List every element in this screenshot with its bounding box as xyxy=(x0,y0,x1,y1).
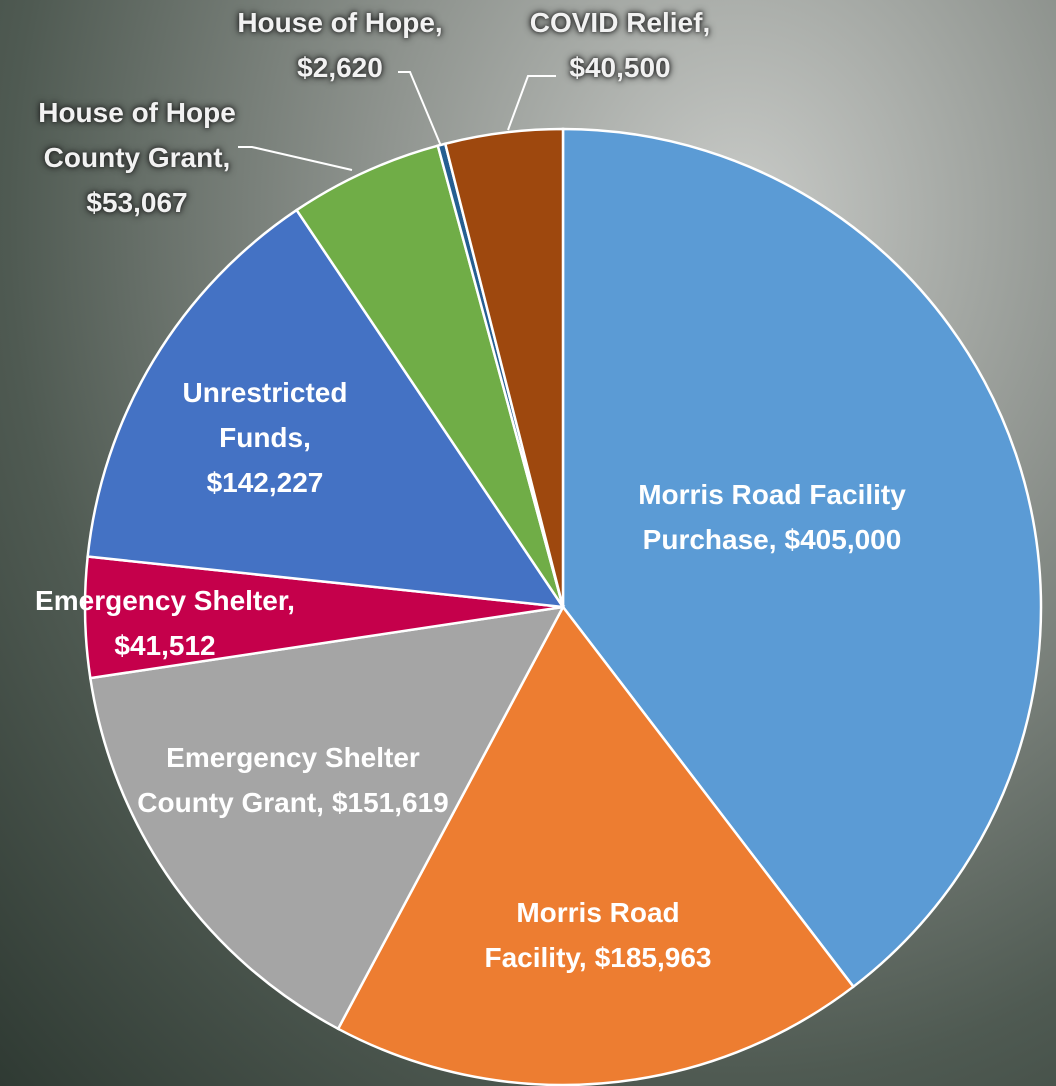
data-label: Emergency Shelter County Grant, $151,619 xyxy=(133,735,453,825)
slice xyxy=(561,127,1043,989)
slice xyxy=(336,604,856,1086)
data-label: Emergency Shelter, $41,512 xyxy=(5,578,325,668)
leader-lines xyxy=(238,71,556,171)
category-name: Emergency Shelter County Grant, xyxy=(137,742,420,818)
data-label: House of Hope, $2,620 xyxy=(200,0,480,90)
slice xyxy=(443,127,565,608)
slice xyxy=(88,605,566,1031)
value-label: $40,500 xyxy=(569,52,671,83)
slice xyxy=(294,144,565,608)
value-label: $142,227 xyxy=(206,467,324,498)
value-label: $185,963 xyxy=(594,942,712,973)
leader-line xyxy=(507,75,556,131)
value-label: $405,000 xyxy=(784,524,902,555)
data-label: Morris Road Facility Purchase, $405,000 xyxy=(602,472,942,562)
value-label: $151,619 xyxy=(331,787,449,818)
leader-line xyxy=(238,146,353,171)
value-label: $41,512 xyxy=(114,630,216,661)
category-name: Unrestricted Funds, xyxy=(182,377,348,453)
category-name: COVID Relief, xyxy=(529,7,711,38)
slice xyxy=(86,208,566,609)
category-name: Emergency Shelter, xyxy=(35,585,295,616)
value-label: $53,067 xyxy=(86,187,188,218)
category-name: House of Hope County Grant, xyxy=(38,97,236,173)
data-label: Morris Road Facility, $185,963 xyxy=(408,890,788,980)
category-name: Morris Road Facility Purchase, xyxy=(638,479,906,555)
leader-line xyxy=(398,71,442,147)
category-name: Morris Road Facility, xyxy=(484,897,680,973)
value-label: $2,620 xyxy=(297,52,383,83)
category-name: House of Hope, xyxy=(237,7,443,38)
slices xyxy=(83,127,1043,1086)
data-label: Unrestricted Funds, $142,227 xyxy=(150,370,380,505)
data-label: House of Hope County Grant, $53,067 xyxy=(0,90,277,225)
data-label: COVID Relief, $40,500 xyxy=(480,0,760,90)
